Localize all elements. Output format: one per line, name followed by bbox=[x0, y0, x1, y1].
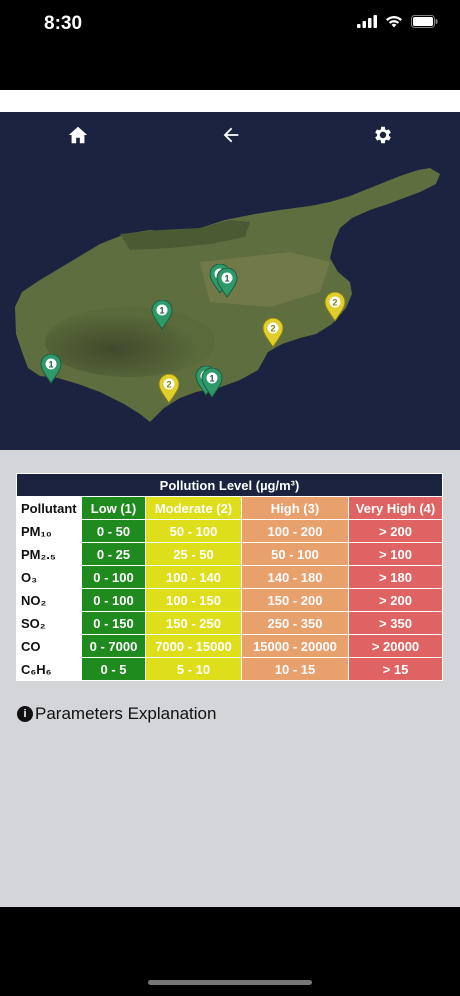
low-range: 0 - 150 bbox=[81, 611, 146, 635]
very-high-range: > 100 bbox=[348, 542, 443, 566]
station-marker[interactable]: 2 bbox=[158, 374, 180, 404]
moderate-range: 150 - 250 bbox=[145, 611, 242, 635]
low-range: 0 - 50 bbox=[81, 519, 146, 543]
header-high: High (3) bbox=[241, 496, 349, 520]
very-high-range: > 200 bbox=[348, 588, 443, 612]
low-range: 0 - 25 bbox=[81, 542, 146, 566]
low-range: 0 - 7000 bbox=[81, 634, 146, 658]
svg-text:2: 2 bbox=[332, 298, 337, 308]
pollutant-name: SO₂ bbox=[16, 611, 82, 635]
content-panel: Pollution Level (µg/m³) Pollutant Low (1… bbox=[0, 450, 460, 907]
station-marker[interactable]: 1 bbox=[216, 268, 238, 298]
pollution-level-table: Pollution Level (µg/m³) Pollutant Low (1… bbox=[16, 473, 443, 681]
moderate-range: 100 - 150 bbox=[145, 588, 242, 612]
table-row: SO₂ 0 - 150 150 - 250 250 - 350 > 350 bbox=[16, 611, 443, 635]
table-row: NO₂ 0 - 100 100 - 150 150 - 200 > 200 bbox=[16, 588, 443, 612]
pollutant-name: C₆H₆ bbox=[16, 657, 82, 681]
low-range: 0 - 100 bbox=[81, 588, 146, 612]
header-low: Low (1) bbox=[81, 496, 146, 520]
station-marker[interactable]: 1 bbox=[201, 368, 223, 398]
very-high-range: > 15 bbox=[348, 657, 443, 681]
high-range: 100 - 200 bbox=[241, 519, 349, 543]
battery-icon bbox=[411, 15, 438, 28]
parameters-explanation-link[interactable]: i Parameters Explanation bbox=[17, 704, 216, 724]
moderate-range: 100 - 140 bbox=[145, 565, 242, 589]
svg-text:1: 1 bbox=[209, 374, 214, 384]
troodos-mountains bbox=[45, 307, 215, 377]
mesaoria-plain bbox=[200, 252, 330, 307]
svg-text:2: 2 bbox=[166, 380, 171, 390]
header-spacer bbox=[0, 50, 460, 90]
home-indicator[interactable] bbox=[148, 980, 312, 985]
svg-text:1: 1 bbox=[224, 274, 229, 284]
pollutant-name: NO₂ bbox=[16, 588, 82, 612]
station-marker[interactable]: 2 bbox=[324, 292, 346, 322]
low-range: 0 - 5 bbox=[81, 657, 146, 681]
table-row: CO 0 - 7000 7000 - 15000 15000 - 20000 >… bbox=[16, 634, 443, 658]
moderate-range: 50 - 100 bbox=[145, 519, 242, 543]
info-icon: i bbox=[17, 706, 33, 722]
signal-icon bbox=[357, 15, 377, 28]
status-time: 8:30 bbox=[44, 13, 83, 34]
high-range: 10 - 15 bbox=[241, 657, 349, 681]
moderate-range: 7000 - 15000 bbox=[145, 634, 242, 658]
gear-icon[interactable] bbox=[372, 124, 394, 146]
header-very-high: Very High (4) bbox=[348, 496, 443, 520]
arrow-left-icon[interactable] bbox=[220, 124, 242, 146]
header-moderate: Moderate (2) bbox=[145, 496, 242, 520]
high-range: 140 - 180 bbox=[241, 565, 349, 589]
parameters-explanation-label: Parameters Explanation bbox=[35, 704, 217, 723]
high-range: 50 - 100 bbox=[241, 542, 349, 566]
svg-text:1: 1 bbox=[48, 360, 53, 370]
status-bar: 8:30 bbox=[0, 0, 460, 50]
pollutant-name: O₃ bbox=[16, 565, 82, 589]
pollutant-name: PM₁₀ bbox=[16, 519, 82, 543]
very-high-range: > 20000 bbox=[348, 634, 443, 658]
high-range: 15000 - 20000 bbox=[241, 634, 349, 658]
table-header-row: Pollutant Low (1) Moderate (2) High (3) … bbox=[16, 496, 443, 520]
white-bar bbox=[0, 90, 460, 112]
map-view[interactable]: 1 1 1 1 1 1 2 2 2 bbox=[0, 112, 460, 450]
table-row: C₆H₆ 0 - 5 5 - 10 10 - 15 > 15 bbox=[16, 657, 443, 681]
svg-text:2: 2 bbox=[270, 324, 275, 334]
status-icons bbox=[357, 15, 438, 28]
moderate-range: 5 - 10 bbox=[145, 657, 242, 681]
table-row: PM₁₀ 0 - 50 50 - 100 100 - 200 > 200 bbox=[16, 519, 443, 543]
very-high-range: > 180 bbox=[348, 565, 443, 589]
high-range: 250 - 350 bbox=[241, 611, 349, 635]
pollutant-name: CO bbox=[16, 634, 82, 658]
low-range: 0 - 100 bbox=[81, 565, 146, 589]
very-high-range: > 350 bbox=[348, 611, 443, 635]
table-row: PM₂.₅ 0 - 25 25 - 50 50 - 100 > 100 bbox=[16, 542, 443, 566]
station-marker[interactable]: 1 bbox=[151, 300, 173, 330]
moderate-range: 25 - 50 bbox=[145, 542, 242, 566]
table-row: O₃ 0 - 100 100 - 140 140 - 180 > 180 bbox=[16, 565, 443, 589]
home-icon[interactable] bbox=[67, 124, 89, 146]
table-title: Pollution Level (µg/m³) bbox=[16, 473, 443, 497]
kyrenia-range bbox=[120, 220, 250, 250]
station-marker[interactable]: 2 bbox=[262, 318, 284, 348]
header-pollutant: Pollutant bbox=[16, 496, 82, 520]
station-marker[interactable]: 1 bbox=[40, 354, 62, 384]
pollutant-name: PM₂.₅ bbox=[16, 542, 82, 566]
svg-text:1: 1 bbox=[159, 306, 164, 316]
notch bbox=[114, 0, 346, 34]
very-high-range: > 200 bbox=[348, 519, 443, 543]
wifi-icon bbox=[386, 16, 402, 28]
high-range: 150 - 200 bbox=[241, 588, 349, 612]
